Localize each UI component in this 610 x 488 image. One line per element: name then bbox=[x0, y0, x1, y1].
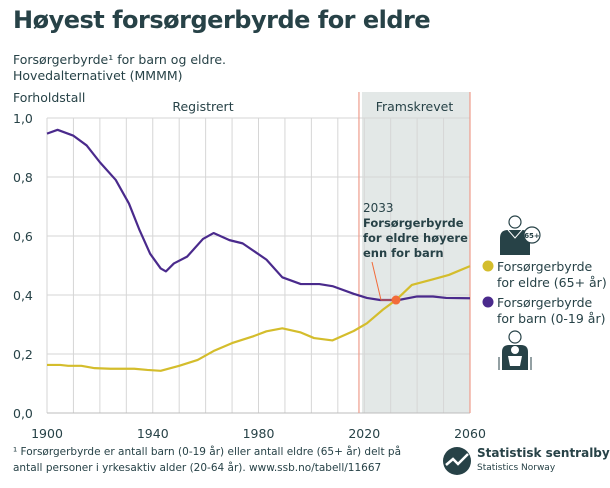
crossover-point bbox=[391, 295, 401, 305]
annotation-year: 2033 bbox=[363, 201, 394, 215]
elderly-person-icon: 65+ bbox=[500, 215, 541, 255]
logo-english: Statistics Norway bbox=[477, 463, 556, 473]
x-tick-label: 2020 bbox=[348, 426, 380, 441]
y-axis-label: Forholdstall bbox=[13, 90, 85, 105]
parent-with-child-icon bbox=[498, 330, 532, 370]
legend-label-barn-2: for barn (0-19 år) bbox=[497, 311, 605, 326]
annotation-text-3: enn for barn bbox=[363, 246, 444, 260]
y-tick-label: 0,6 bbox=[13, 229, 33, 244]
projection-shade bbox=[361, 92, 470, 413]
subtitle-line-1: Forsørgerbyrde¹ for barn og eldre. bbox=[13, 52, 226, 67]
legend-marker-barn bbox=[482, 296, 494, 308]
chart-title: Høyest forsørgerbyrde for eldre bbox=[13, 6, 431, 34]
region-label-framskrevet: Framskrevet bbox=[376, 99, 454, 114]
svg-text:65+: 65+ bbox=[524, 232, 540, 240]
y-tick-label: 0,4 bbox=[13, 288, 33, 303]
subtitle-line-2: Hovedalternativet (MMMM) bbox=[13, 68, 183, 83]
annotation-text-2: for eldre høyere bbox=[363, 231, 468, 245]
x-tick-label: 1980 bbox=[243, 426, 275, 441]
x-tick-label: 2060 bbox=[454, 426, 486, 441]
series-line-eldre bbox=[47, 265, 471, 372]
legend-marker-eldre bbox=[482, 260, 494, 272]
legend-label-barn-1: Forsørgerbyrde bbox=[497, 295, 593, 310]
legend-label-eldre-1: Forsørgerbyrde bbox=[497, 259, 593, 274]
ssb-logo: Statistisk sentralbyrå Statistics Norway bbox=[442, 446, 610, 480]
annotation-leader-line bbox=[371, 261, 396, 301]
y-tick-label: 1,0 bbox=[13, 111, 33, 126]
y-tick-label: 0,8 bbox=[13, 170, 33, 185]
x-tick-label: 1940 bbox=[137, 426, 169, 441]
legend-label-eldre-2: for eldre (65+ år) bbox=[497, 275, 607, 290]
ssb-logo-icon bbox=[443, 447, 471, 475]
footnote-line-1: ¹ Forsørgerbyrde er antall barn (0-19 år… bbox=[13, 446, 402, 458]
footnote-line-2: antall personer i yrkesaktiv alder (20-6… bbox=[13, 462, 382, 474]
x-tick-label: 1900 bbox=[31, 426, 63, 441]
annotation-text-1: Forsørgerbyrde bbox=[363, 216, 464, 230]
region-label-registrert: Registrert bbox=[172, 99, 233, 114]
y-tick-label: 0,2 bbox=[13, 347, 33, 362]
y-tick-label: 0,0 bbox=[13, 406, 33, 421]
logo-name: Statistisk sentralbyrå bbox=[477, 446, 610, 460]
